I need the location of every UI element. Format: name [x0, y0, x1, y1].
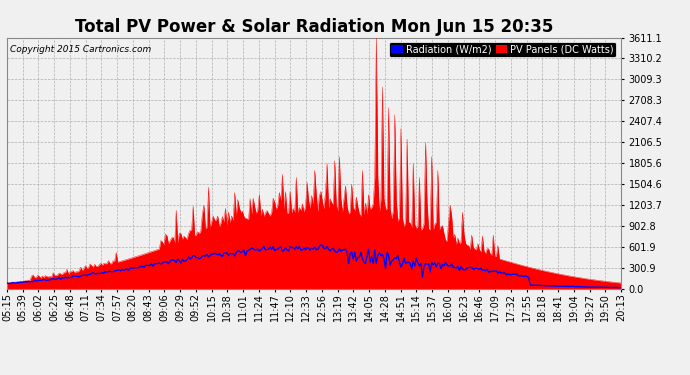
Title: Total PV Power & Solar Radiation Mon Jun 15 20:35: Total PV Power & Solar Radiation Mon Jun…: [75, 18, 553, 36]
Legend: Radiation (W/m2), PV Panels (DC Watts): Radiation (W/m2), PV Panels (DC Watts): [389, 42, 616, 57]
Text: Copyright 2015 Cartronics.com: Copyright 2015 Cartronics.com: [10, 45, 151, 54]
